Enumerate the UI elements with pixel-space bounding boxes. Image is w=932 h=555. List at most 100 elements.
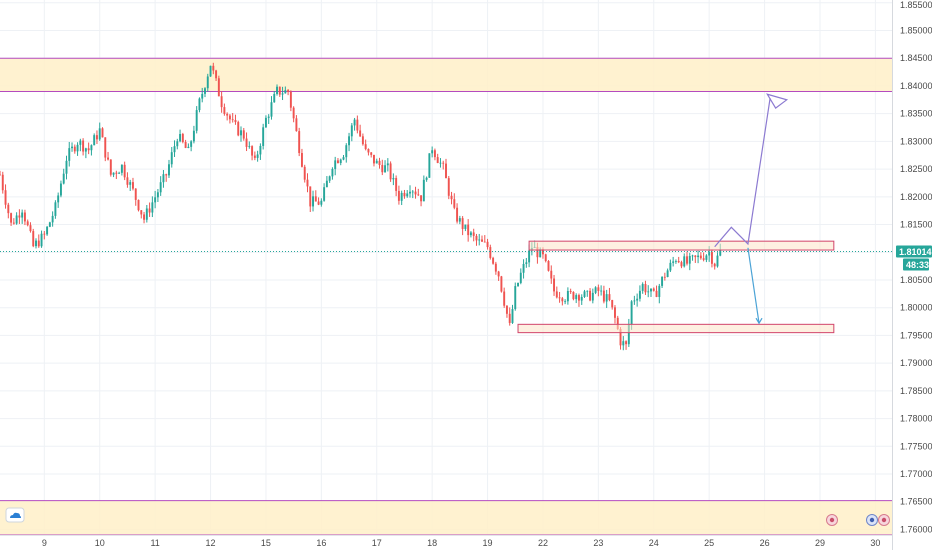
- candle-body[interactable]: [661, 277, 663, 286]
- candle-body[interactable]: [669, 263, 671, 271]
- candle-body[interactable]: [71, 147, 73, 148]
- candle-body[interactable]: [426, 178, 428, 180]
- candle-body[interactable]: [467, 225, 469, 236]
- candle-body[interactable]: [603, 291, 605, 302]
- candle-body[interactable]: [160, 182, 162, 192]
- candle-body[interactable]: [600, 291, 602, 292]
- candle-body[interactable]: [271, 102, 273, 116]
- candle-body[interactable]: [625, 341, 627, 344]
- candle-body[interactable]: [664, 277, 666, 278]
- candle-body[interactable]: [680, 262, 682, 266]
- candle-body[interactable]: [658, 286, 660, 297]
- candle-body[interactable]: [653, 289, 655, 291]
- candle-body[interactable]: [104, 137, 106, 157]
- candle-body[interactable]: [82, 141, 84, 152]
- candle-body[interactable]: [403, 193, 405, 196]
- candle-body[interactable]: [298, 131, 300, 153]
- candle-body[interactable]: [93, 135, 95, 145]
- candle-body[interactable]: [218, 78, 220, 96]
- candle-body[interactable]: [559, 297, 561, 298]
- candle-body[interactable]: [456, 208, 458, 222]
- candle-body[interactable]: [439, 163, 441, 164]
- candle-body[interactable]: [301, 153, 303, 167]
- candle-body[interactable]: [509, 314, 511, 323]
- candle-body[interactable]: [672, 261, 674, 262]
- candle-body[interactable]: [395, 178, 397, 191]
- candle-body[interactable]: [711, 252, 713, 264]
- candle-body[interactable]: [622, 341, 624, 345]
- candle-body[interactable]: [345, 145, 347, 157]
- candle-body[interactable]: [307, 180, 309, 187]
- candle-body[interactable]: [608, 294, 610, 300]
- cloud-logo-icon[interactable]: [6, 508, 24, 522]
- flag-event-icon[interactable]: [827, 515, 838, 526]
- candle-body[interactable]: [7, 205, 9, 213]
- candle-body[interactable]: [367, 149, 369, 152]
- candle-body[interactable]: [57, 195, 59, 202]
- candle-body[interactable]: [38, 241, 40, 247]
- candle-body[interactable]: [27, 221, 29, 225]
- candle-body[interactable]: [689, 256, 691, 264]
- candle-body[interactable]: [279, 87, 281, 95]
- candle-body[interactable]: [520, 273, 522, 283]
- candle-body[interactable]: [90, 145, 92, 150]
- candle-body[interactable]: [719, 250, 721, 256]
- candle-body[interactable]: [387, 163, 389, 165]
- candle-body[interactable]: [315, 196, 317, 201]
- candle-body[interactable]: [21, 213, 23, 218]
- candle-body[interactable]: [257, 154, 259, 157]
- candle-body[interactable]: [88, 148, 90, 150]
- candle-body[interactable]: [581, 297, 583, 301]
- candle-body[interactable]: [370, 152, 372, 154]
- candle-body[interactable]: [284, 90, 286, 93]
- candle-body[interactable]: [611, 300, 613, 307]
- candle-body[interactable]: [207, 76, 209, 88]
- candle-body[interactable]: [362, 136, 364, 144]
- candle-body[interactable]: [265, 118, 267, 127]
- candle-body[interactable]: [237, 122, 239, 135]
- candle-body[interactable]: [287, 90, 289, 92]
- candle-body[interactable]: [320, 201, 322, 205]
- candle-body[interactable]: [16, 215, 18, 223]
- candle-body[interactable]: [506, 306, 508, 314]
- candle-body[interactable]: [584, 291, 586, 297]
- candle-body[interactable]: [697, 256, 699, 257]
- candle-body[interactable]: [226, 114, 228, 116]
- candle-body[interactable]: [708, 252, 710, 255]
- candle-body[interactable]: [351, 125, 353, 136]
- candle-body[interactable]: [642, 284, 644, 291]
- candle-body[interactable]: [459, 218, 461, 221]
- candle-body[interactable]: [99, 128, 101, 139]
- candle-body[interactable]: [595, 287, 597, 293]
- candle-body[interactable]: [323, 187, 325, 201]
- candle-body[interactable]: [49, 222, 51, 226]
- candle-body[interactable]: [196, 110, 198, 131]
- candle-body[interactable]: [295, 118, 297, 131]
- candle-body[interactable]: [118, 173, 120, 174]
- candle-body[interactable]: [495, 264, 497, 272]
- candle-body[interactable]: [243, 130, 245, 138]
- candle-body[interactable]: [390, 163, 392, 179]
- candle-body[interactable]: [650, 289, 652, 292]
- candle-body[interactable]: [517, 283, 519, 286]
- candle-body[interactable]: [570, 291, 572, 292]
- candle-body[interactable]: [146, 208, 148, 219]
- candle-body[interactable]: [30, 225, 32, 231]
- candle-body[interactable]: [597, 287, 599, 291]
- candle-body[interactable]: [268, 117, 270, 118]
- candle-body[interactable]: [176, 141, 178, 146]
- lower-box[interactable]: [518, 324, 834, 332]
- candle-body[interactable]: [348, 136, 350, 145]
- flag-event-icon[interactable]: [879, 515, 890, 526]
- candle-body[interactable]: [678, 261, 680, 262]
- candle-body[interactable]: [470, 232, 472, 235]
- candle-body[interactable]: [575, 295, 577, 299]
- candle-body[interactable]: [251, 146, 253, 155]
- candle-body[interactable]: [683, 256, 685, 266]
- candle-body[interactable]: [714, 264, 716, 267]
- candle-body[interactable]: [2, 175, 4, 190]
- candle-body[interactable]: [46, 227, 48, 235]
- candle-body[interactable]: [639, 291, 641, 299]
- candle-body[interactable]: [232, 119, 234, 120]
